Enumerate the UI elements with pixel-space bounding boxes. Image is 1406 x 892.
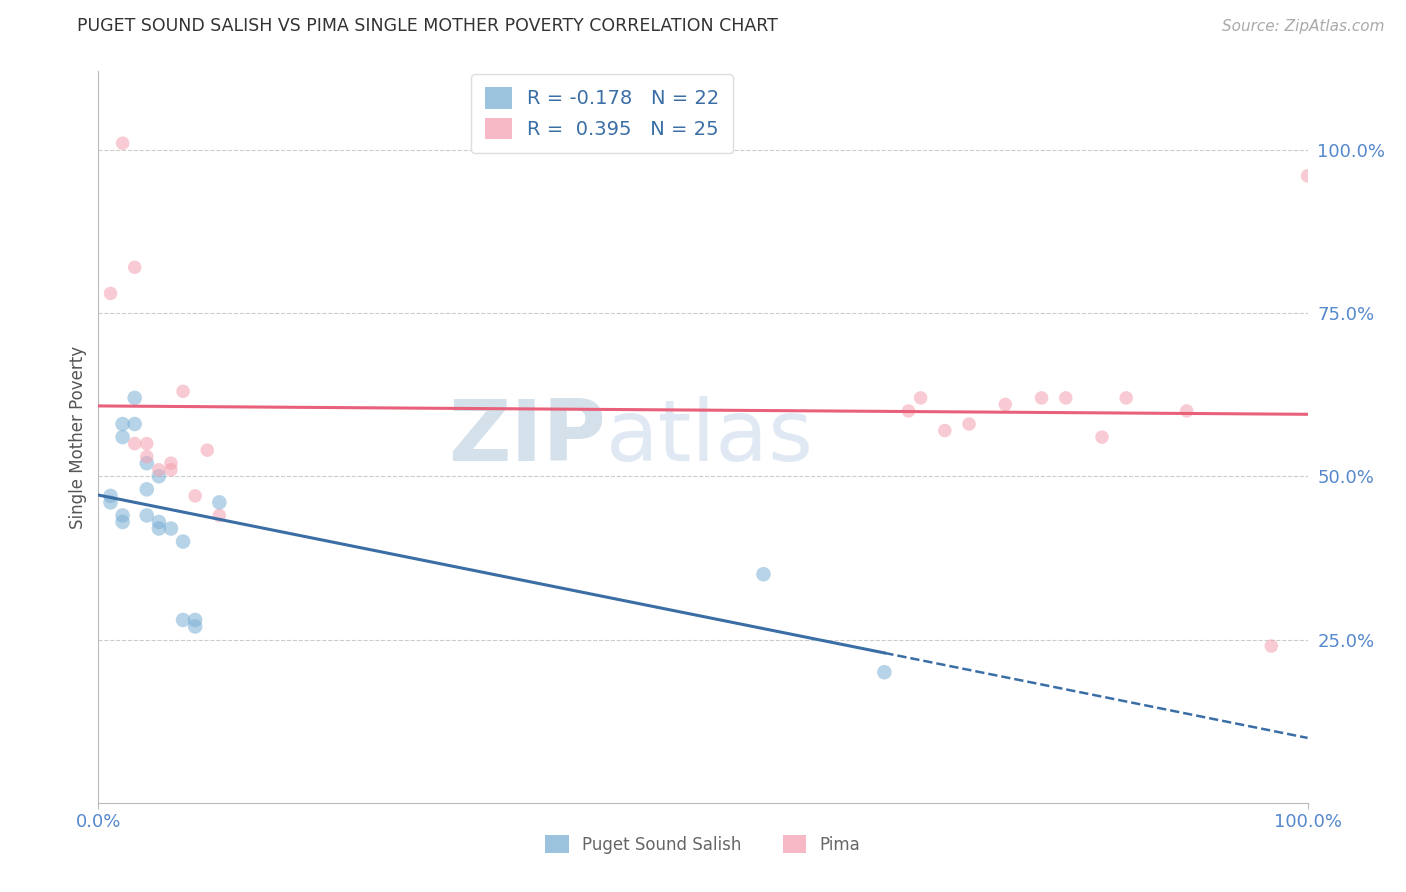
Point <box>111 515 134 529</box>
Point <box>1260 639 1282 653</box>
Point <box>100 286 122 301</box>
Text: atlas: atlas <box>606 395 814 479</box>
Point <box>1054 391 1077 405</box>
Point <box>124 260 146 275</box>
Point <box>135 450 157 464</box>
Text: ZIP: ZIP <box>449 395 606 479</box>
Point <box>124 436 146 450</box>
Point <box>1296 169 1319 183</box>
Point <box>135 483 157 497</box>
Point <box>172 613 194 627</box>
Point <box>160 456 183 470</box>
Point <box>184 489 207 503</box>
Point <box>100 489 122 503</box>
Point <box>148 515 170 529</box>
Point <box>910 391 932 405</box>
Legend: Puget Sound Salish, Pima: Puget Sound Salish, Pima <box>538 829 868 860</box>
Point <box>160 521 183 535</box>
Point <box>100 495 122 509</box>
Point <box>135 436 157 450</box>
Point <box>195 443 218 458</box>
Point <box>752 567 775 582</box>
Point <box>873 665 896 680</box>
Point <box>1115 391 1137 405</box>
Point <box>1031 391 1053 405</box>
Text: PUGET SOUND SALISH VS PIMA SINGLE MOTHER POVERTY CORRELATION CHART: PUGET SOUND SALISH VS PIMA SINGLE MOTHER… <box>77 17 778 35</box>
Point <box>148 469 170 483</box>
Point <box>172 534 194 549</box>
Point <box>184 613 207 627</box>
Point <box>124 391 146 405</box>
Point <box>208 495 231 509</box>
Point <box>897 404 920 418</box>
Point <box>111 417 134 431</box>
Point <box>172 384 194 399</box>
Point <box>957 417 980 431</box>
Point <box>208 508 231 523</box>
Point <box>148 463 170 477</box>
Point <box>111 508 134 523</box>
Point <box>160 463 183 477</box>
Point <box>184 619 207 633</box>
Point <box>994 397 1017 411</box>
Point <box>1175 404 1198 418</box>
Point <box>148 521 170 535</box>
Point <box>111 136 134 151</box>
Point <box>135 456 157 470</box>
Point <box>934 424 956 438</box>
Text: Source: ZipAtlas.com: Source: ZipAtlas.com <box>1222 20 1385 34</box>
Point <box>135 508 157 523</box>
Y-axis label: Single Mother Poverty: Single Mother Poverty <box>69 345 87 529</box>
Point <box>124 417 146 431</box>
Point <box>1091 430 1114 444</box>
Point <box>111 430 134 444</box>
